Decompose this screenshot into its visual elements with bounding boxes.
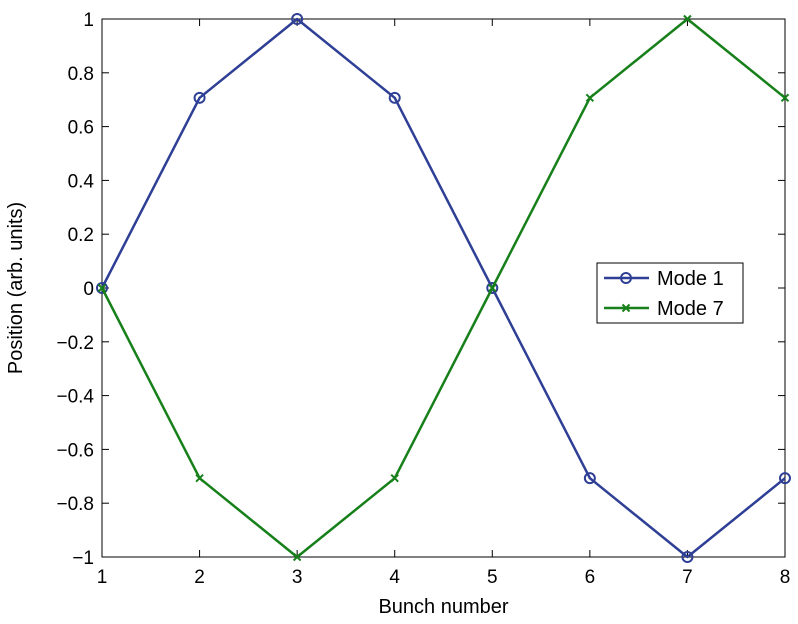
legend: Mode 1 Mode 7 [596,262,744,324]
x-axis-title: Bunch number [378,596,508,618]
data-point [97,283,107,293]
data-point [585,93,595,103]
legend-label: Mode 1 [657,268,724,290]
legend-label: Mode 7 [657,298,724,320]
y-axis-title: Position (arb. units) [5,202,27,374]
x-tick-label: 6 [585,567,596,588]
y-tick-label: 1 [83,10,94,31]
data-point [96,282,108,294]
x-tick-label: 4 [389,567,400,588]
x-tick-label: 3 [292,567,303,588]
data-point [620,272,632,284]
x-tick-label: 7 [682,567,693,588]
data-point [486,282,499,294]
x-tick-label: 1 [97,567,108,588]
data-point [195,473,204,483]
data-point [621,303,631,313]
series-line [100,17,786,559]
x-tick-label: 8 [780,567,791,588]
y-tick-label: −0.6 [56,440,94,461]
data-point [780,93,790,103]
data-point [488,283,497,293]
data-point [390,473,399,483]
series-mode-1 [96,13,791,563]
data-point [681,551,694,563]
y-tick-label: 0.4 [68,171,95,192]
y-tick-label: 0.8 [68,64,94,85]
data-point [583,472,596,485]
data-point [683,14,692,24]
x-tick-label: 2 [194,567,205,588]
data-point [388,91,401,104]
data-point [779,472,791,485]
y-tick-label: −0.2 [56,333,94,354]
y-tick-label: 0 [83,279,94,300]
y-tick-label: 0.6 [68,118,94,139]
y-tick-label: −1 [72,548,94,569]
data-point [292,552,302,562]
data-point [193,91,206,104]
series-line [100,17,786,559]
legend-box [596,262,744,324]
x-tick-label: 5 [487,567,498,588]
y-tick-label: −0.8 [56,494,94,515]
series-group [96,13,791,563]
data-point [291,13,304,25]
y-tick-label: 0.2 [68,225,94,246]
series-mode-7 [97,14,790,562]
y-tick-label: −0.4 [56,387,94,408]
